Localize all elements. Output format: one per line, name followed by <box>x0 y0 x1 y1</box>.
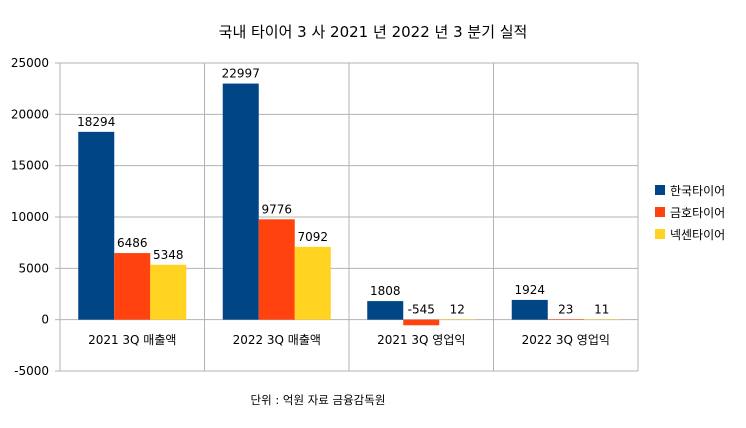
y-axis-ticks: 25000 20000 15000 10000 5000 0 -5000 <box>11 56 49 378</box>
bar <box>367 301 404 320</box>
y-tick-label: 15000 <box>11 159 49 173</box>
legend-swatch <box>655 185 665 195</box>
y-tick-label: -5000 <box>14 364 49 378</box>
data-label: 12 <box>450 303 465 317</box>
data-label: 22997 <box>222 67 260 81</box>
bars <box>78 83 620 326</box>
y-tick-label: 10000 <box>11 210 49 224</box>
data-label: 1924 <box>514 283 545 297</box>
legend-label: 한국타이어 <box>670 184 725 198</box>
data-label: 11 <box>594 303 609 317</box>
category-label: 2021 3Q 영업익 <box>377 333 465 347</box>
legend-swatch <box>655 229 665 239</box>
data-labels: 18294 6486 5348 22997 9776 7092 1808 -545 12 1924… <box>77 67 609 317</box>
bar <box>511 299 548 320</box>
category-labels: 2021 3Q 매출액 2022 3Q 매출액 2021 3Q 영업익 2022 3Q… <box>88 333 610 347</box>
data-label: 23 <box>558 302 573 316</box>
category-label: 2021 3Q 매출액 <box>88 333 176 347</box>
bar <box>403 319 440 326</box>
bar <box>258 219 295 320</box>
chart-title: 국내 타이어 3 사 2021 년 2022 년 3 분기 실적 <box>219 23 528 41</box>
data-label: -545 <box>408 303 435 317</box>
bar <box>547 319 584 320</box>
bar <box>294 246 331 320</box>
y-tick-label: 25000 <box>11 56 49 70</box>
source-note: 단위 : 억원 자료 금융감독원 <box>251 393 386 407</box>
data-label: 9776 <box>261 202 292 216</box>
data-label: 7092 <box>297 230 328 244</box>
bar <box>78 131 115 320</box>
legend-swatch <box>655 207 665 217</box>
bar <box>150 264 187 320</box>
y-tick-label: 0 <box>41 313 49 327</box>
bar <box>439 319 476 321</box>
data-label: 5348 <box>153 248 184 262</box>
data-label: 1808 <box>370 284 401 298</box>
data-label: 6486 <box>117 236 148 250</box>
category-label: 2022 3Q 매출액 <box>233 333 321 347</box>
legend-label: 금호타이어 <box>670 206 725 220</box>
bar <box>583 319 620 321</box>
bar <box>222 83 259 320</box>
legend-label: 넥센타이어 <box>670 228 725 242</box>
bar <box>114 253 151 320</box>
category-label: 2022 3Q 영업익 <box>522 333 610 347</box>
data-label: 18294 <box>77 115 115 129</box>
y-tick-label: 20000 <box>11 107 49 121</box>
y-tick-label: 5000 <box>18 261 49 275</box>
grid-lines <box>55 62 639 372</box>
